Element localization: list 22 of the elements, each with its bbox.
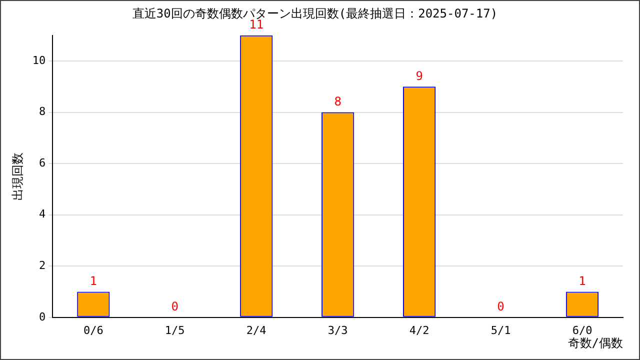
x-tick-label: 5/1: [490, 324, 511, 337]
data-label: 8: [334, 94, 342, 108]
y-tick-label: 4: [39, 208, 46, 221]
y-axis-title: 出現回数: [10, 152, 24, 200]
chart-title: 直近30回の奇数偶数パターン出現回数(最終抽選日：2025-07-17): [132, 6, 498, 20]
x-axis-title: 奇数/偶数: [568, 336, 623, 350]
data-label: 9: [416, 68, 423, 83]
x-tick-label: 0/6: [83, 324, 104, 337]
data-label: 0: [497, 300, 504, 314]
x-tick-label: 6/0: [572, 324, 592, 337]
data-label: 1: [578, 274, 586, 288]
x-tick-label: 1/5: [164, 324, 185, 337]
y-tick-label: 8: [39, 105, 46, 118]
data-label: 0: [171, 300, 178, 314]
y-tick-label: 10: [32, 54, 46, 67]
x-tick-label: 2/4: [246, 324, 267, 337]
x-tick-label: 4/2: [409, 324, 430, 337]
y-tick-label: 6: [39, 156, 46, 170]
x-tick-label: 3/3: [328, 324, 348, 337]
data-label: 1: [90, 274, 97, 288]
y-tick-label: 2: [39, 258, 46, 272]
y-tick-label: 0: [39, 310, 46, 324]
